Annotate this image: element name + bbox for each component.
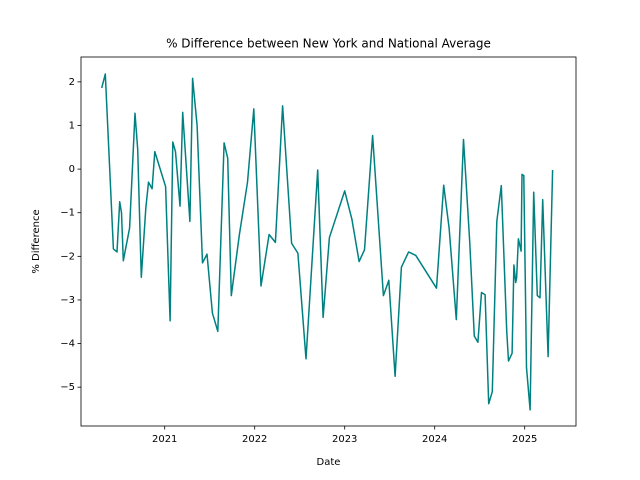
y-tick-label: −5 — [60, 382, 75, 393]
x-tick-label: 2024 — [422, 434, 447, 445]
x-tick-label: 2023 — [332, 434, 357, 445]
plot-frame — [80, 56, 577, 427]
y-tick-label: 1 — [69, 120, 75, 131]
x-tick-label: 2022 — [242, 434, 267, 445]
y-tick-label: −1 — [60, 208, 75, 219]
x-axis-label: Date — [317, 457, 341, 468]
y-axis-label: % Difference — [31, 209, 42, 273]
y-tick-label: 0 — [69, 164, 75, 175]
y-tick-label: −3 — [60, 295, 75, 306]
chart-title: % Difference between New York and Nation… — [166, 37, 491, 51]
y-tick-label: 2 — [69, 77, 75, 88]
x-tick-label: 2021 — [152, 434, 177, 445]
x-tick-label: 2025 — [512, 434, 537, 445]
y-tick-label: −2 — [60, 251, 75, 262]
data-line — [100, 73, 554, 411]
y-tick-label: −4 — [60, 339, 75, 350]
